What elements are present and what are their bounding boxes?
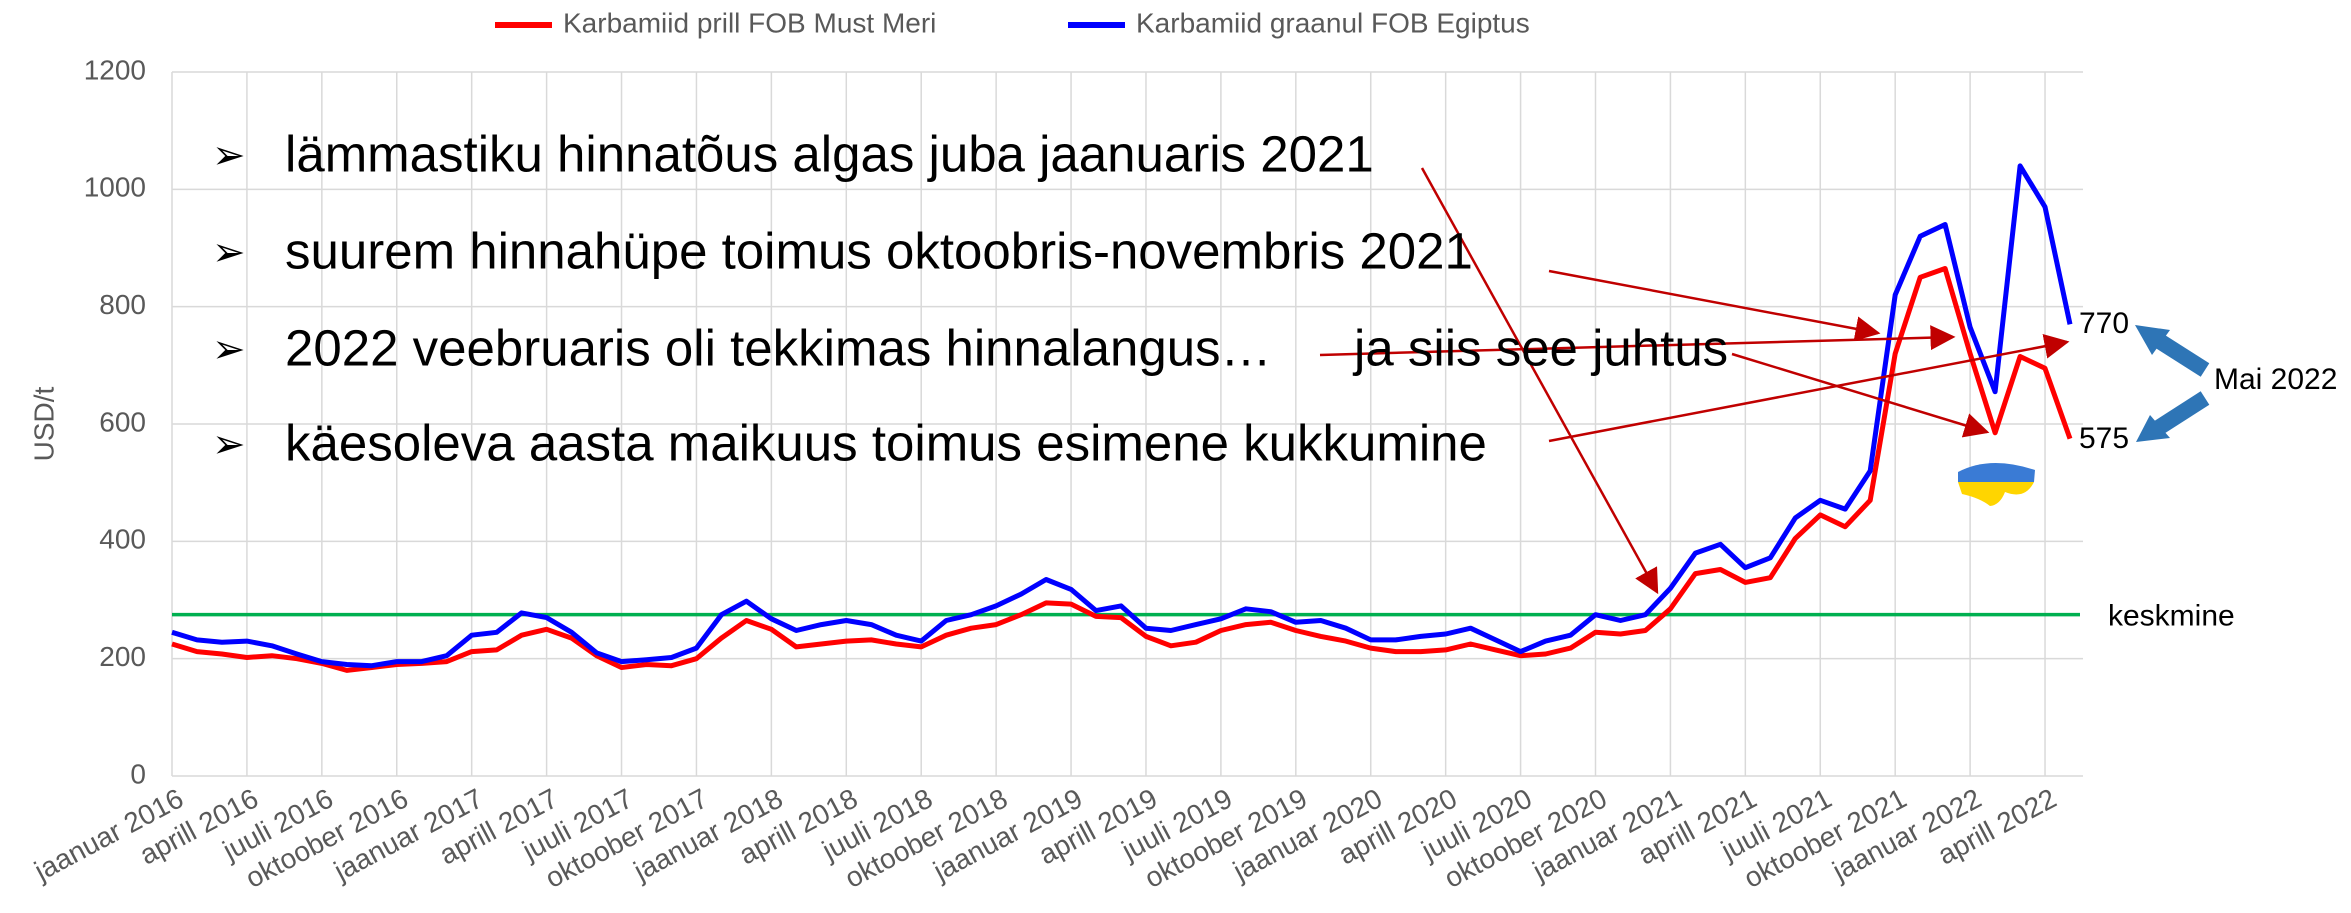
y-tick-label: 800 bbox=[99, 289, 146, 320]
y-tick-label: 0 bbox=[130, 758, 146, 789]
average-label: keskmine bbox=[2108, 600, 2235, 633]
y-tick-label: 600 bbox=[99, 406, 146, 437]
blue-arrow bbox=[2147, 391, 2210, 439]
y-tick-label: 200 bbox=[99, 641, 146, 672]
y-tick-label: 400 bbox=[99, 524, 146, 555]
bullet-text: suurem hinnahüpe toimus oktoobris-novemb… bbox=[285, 222, 1473, 279]
y-tick-label: 1200 bbox=[84, 54, 146, 85]
bullet-marker: ➢ bbox=[212, 231, 246, 275]
annotation: 770 bbox=[2079, 307, 2129, 340]
annotation-arrows bbox=[1319, 167, 2070, 595]
bullet-text: käesoleva aasta maikuus toimus esimene k… bbox=[285, 414, 1487, 471]
bullet-text: lämmastiku hinnatõus algas juba jaanuari… bbox=[285, 125, 1374, 182]
bullet-marker: ➢ bbox=[212, 328, 246, 372]
legend-label: Karbamiid graanul FOB Egiptus bbox=[1136, 7, 1530, 38]
arrowhead bbox=[2136, 415, 2170, 442]
arrow bbox=[1548, 333, 2070, 443]
bullet-text: 2022 veebruaris oli tekkimas hinnalangus… bbox=[285, 319, 1272, 376]
annotation: ja siis see juhtus bbox=[1352, 319, 1728, 376]
annotation: 575 bbox=[2079, 422, 2129, 455]
legend-label: Karbamiid prill FOB Must Meri bbox=[563, 7, 936, 38]
y-axis-label: USD/t bbox=[28, 386, 59, 461]
flag bbox=[1958, 462, 2035, 506]
bullet-marker: ➢ bbox=[212, 423, 246, 467]
arrow bbox=[1319, 325, 1956, 357]
annotation: Mai 2022 bbox=[2214, 363, 2337, 396]
bullet-marker: ➢ bbox=[212, 134, 246, 178]
arrow bbox=[1731, 352, 1990, 438]
series-line bbox=[171, 163, 2073, 669]
arrow bbox=[1420, 167, 1659, 595]
arrowhead bbox=[2135, 325, 2170, 355]
arrow bbox=[1548, 269, 1881, 342]
series-line bbox=[171, 266, 2073, 673]
y-tick-label: 1000 bbox=[84, 172, 146, 203]
